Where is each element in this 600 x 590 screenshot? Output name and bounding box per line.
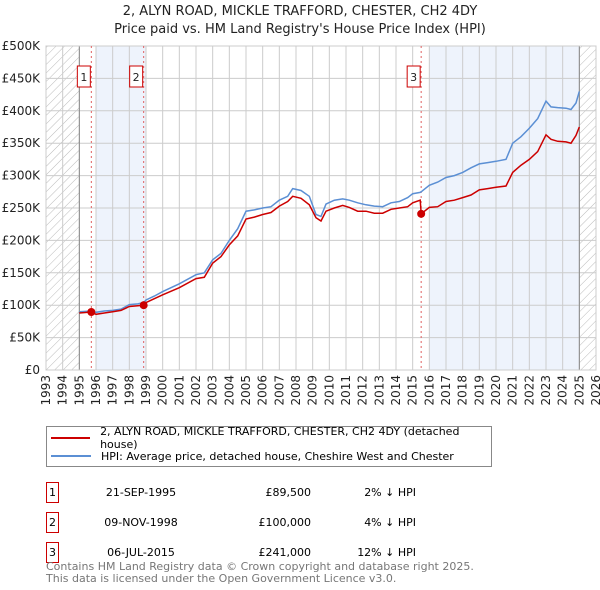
x-tick-label: 2022 [522,375,536,406]
sale-label-box [76,65,91,88]
property-price-line [79,126,580,316]
sale-label: 3 [410,71,417,84]
y-tick-label: £0 [25,363,40,377]
x-tick-label: 2014 [389,375,403,406]
sale-label-box [129,65,144,88]
sale-date: 09-NOV-1998 [104,516,178,529]
x-tick-label: 2021 [506,375,520,406]
x-tick-label: 2010 [322,375,336,406]
legend-label: 2, ALYN ROAD, MICKLE TRAFFORD, CHESTER, … [100,425,460,451]
x-tick-label: 2013 [372,375,386,406]
sale-hpi-diff: 12% ↓ HPI [357,546,416,559]
x-tick-label: 2017 [439,375,453,406]
footer-copyright: Contains HM Land Registry data © Crown c… [46,560,474,573]
y-tick-label: £200K [2,233,42,247]
sale-hpi-diff: 2% ↓ HPI [364,486,416,499]
x-tick-label: 1994 [56,375,70,406]
x-tick-label: 2001 [172,375,186,406]
sale-label: 1 [80,71,87,84]
sale-label: 2 [133,71,140,84]
sale-row: 2 09-NOV-1998 £100,000 4% ↓ HPI [46,512,546,534]
price-chart: 1993 1994 1995 1996 1997 1998 1999 2000 2001 2002… [2,39,600,406]
y-tick-label: £50K [9,331,41,345]
x-tick-label: 2015 [406,375,420,406]
y-tick-label: £100K [2,298,42,312]
x-tick-label: 2012 [356,375,370,406]
hpi-line [79,91,581,314]
x-tick-label: 2024 [556,375,570,406]
x-tick-label: 2019 [472,375,486,406]
y-tick-label: £300K [2,169,42,183]
sale-date: 21-SEP-1995 [105,486,177,499]
x-tick-label: 2000 [156,375,170,406]
chart-subtitle: Price paid vs. HM Land Registry's House … [114,22,486,37]
x-tick-label: 2007 [272,375,286,406]
x-tick-label: 2026 [589,375,600,406]
x-tick-label: 1993 [39,375,53,406]
sale-price: £89,500 [265,486,312,499]
x-tick-label: 2008 [289,375,303,406]
sale-point [87,308,96,317]
sale-number: 2 [46,512,59,533]
x-tick-label: 2002 [189,375,203,406]
x-tick-label: 1996 [89,375,103,406]
x-tick-label: 2009 [306,375,320,406]
y-tick-label: £150K [2,266,42,280]
x-tick-label: 2011 [339,375,353,406]
y-tick-label: £450K [2,71,42,85]
x-tick-label: 2018 [456,375,470,406]
sale-row: 3 06-JUL-2015 £241,000 12% ↓ HPI [46,542,546,564]
sale-price: £100,000 [258,516,312,529]
legend-label: HPI: Average price, detached house, Ches… [101,449,454,463]
x-tick-label: 2020 [489,375,503,406]
legend-item-hpi: HPI: Average price, detached house, Ches… [51,448,454,464]
x-tick-label: 2004 [222,375,236,406]
x-tick-label: 1997 [106,375,120,406]
sale-row: 1 21-SEP-1995 £89,500 2% ↓ HPI [46,482,546,504]
x-tick-label: 2025 [572,375,586,406]
legend: 2, ALYN ROAD, MICKLE TRAFFORD, CHESTER, … [46,425,492,467]
sale-price: £241,000 [258,546,312,559]
x-tick-label: 2006 [256,375,270,406]
x-tick-label: 2023 [539,375,553,406]
y-tick-label: £350K [2,136,42,150]
legend-item-property: 2, ALYN ROAD, MICKLE TRAFFORD, CHESTER, … [51,425,491,451]
legend-swatch-blue [51,455,91,457]
footer-licence: This data is licensed under the Open Gov… [46,572,397,585]
sale-point [417,209,426,218]
sale-point [139,301,148,310]
x-tick-label: 2005 [239,375,253,406]
x-tick-label: 2003 [206,375,220,406]
sale-number: 3 [46,542,59,563]
x-tick-label: 1999 [139,375,153,406]
legend-swatch-red [51,437,91,439]
y-tick-label: £400K [2,104,42,118]
y-tick-label: £500K [2,39,42,53]
sale-hpi-diff: 4% ↓ HPI [364,516,416,529]
x-tick-label: 1998 [122,375,136,406]
sale-number: 1 [46,482,59,503]
chart-title: 2, ALYN ROAD, MICKLE TRAFFORD, CHESTER, … [122,4,478,19]
x-tick-label: 2016 [422,375,436,406]
sale-label-box [406,65,421,88]
sale-date: 06-JUL-2015 [107,546,175,559]
plot-border [45,45,597,371]
x-tick-label: 1995 [72,375,86,406]
y-tick-label: £250K [2,201,42,215]
